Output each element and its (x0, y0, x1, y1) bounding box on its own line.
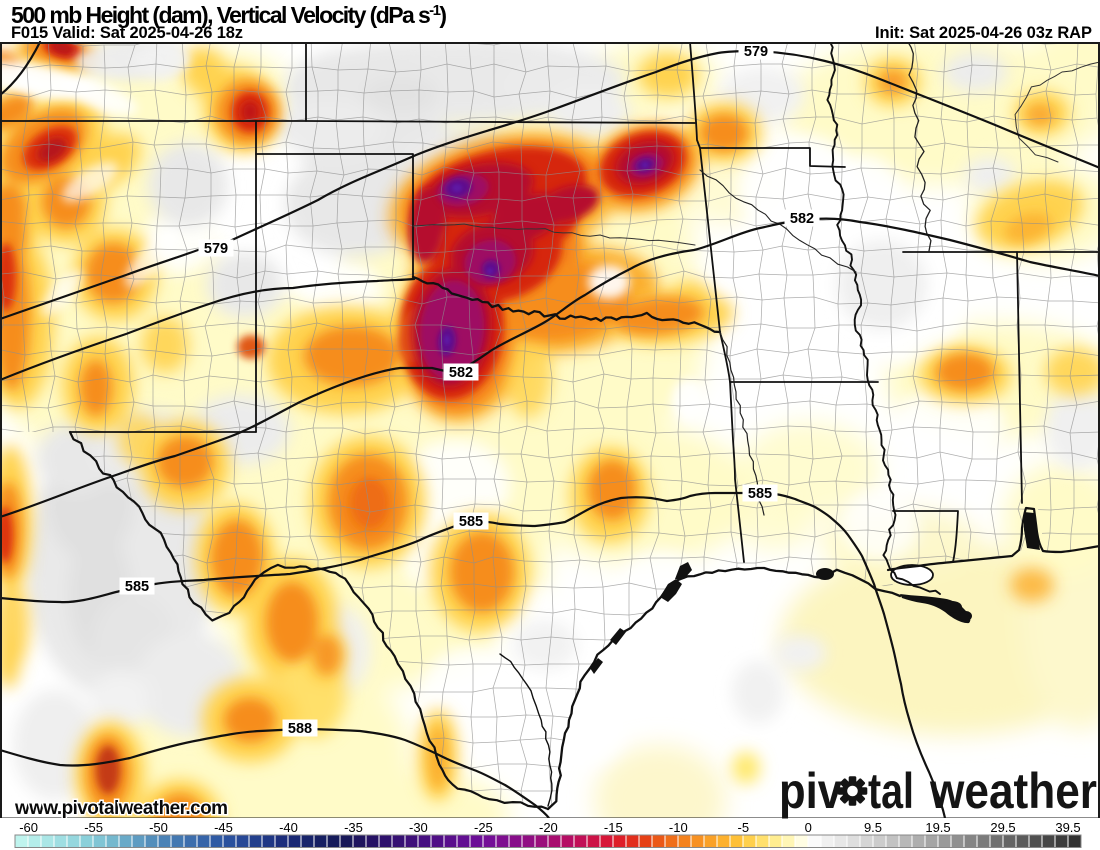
svg-text:-25: -25 (474, 820, 493, 835)
svg-text:582: 582 (449, 365, 473, 381)
svg-text:piv: piv (779, 763, 842, 819)
svg-text:500 mb Height (dam), Vertical: 500 mb Height (dam), Vertical Velocity (… (11, 2, 447, 28)
svg-text:582: 582 (790, 211, 814, 227)
svg-text:-45: -45 (214, 820, 233, 835)
svg-text:F015 Valid: Sat 2025-04-26 18z: F015 Valid: Sat 2025-04-26 18z (11, 24, 243, 42)
svg-text:-10: -10 (669, 820, 688, 835)
svg-text:-20: -20 (539, 820, 558, 835)
svg-text:9.5: 9.5 (864, 820, 882, 835)
svg-text:tal: tal (868, 763, 914, 819)
svg-text:www.pivotalweather.com: www.pivotalweather.com (14, 798, 228, 819)
svg-text:579: 579 (204, 241, 228, 257)
svg-text:-15: -15 (604, 820, 623, 835)
svg-text:585: 585 (459, 514, 483, 530)
svg-text:0: 0 (805, 820, 812, 835)
svg-text:Init: Sat 2025-04-26 03z RAP: Init: Sat 2025-04-26 03z RAP (875, 24, 1092, 42)
svg-text:-5: -5 (738, 820, 750, 835)
svg-text:-40: -40 (279, 820, 298, 835)
svg-text:-35: -35 (344, 820, 363, 835)
svg-text:19.5: 19.5 (925, 820, 950, 835)
svg-text:weather: weather (929, 763, 1097, 819)
svg-text:585: 585 (748, 486, 772, 502)
svg-text:29.5: 29.5 (990, 820, 1015, 835)
svg-text:-30: -30 (409, 820, 428, 835)
svg-text:-60: -60 (19, 820, 38, 835)
svg-text:588: 588 (288, 721, 312, 737)
svg-text:39.5: 39.5 (1055, 820, 1080, 835)
svg-text:-55: -55 (84, 820, 103, 835)
svg-text:579: 579 (744, 44, 768, 60)
svg-text:-50: -50 (149, 820, 168, 835)
svg-text:585: 585 (125, 579, 149, 595)
